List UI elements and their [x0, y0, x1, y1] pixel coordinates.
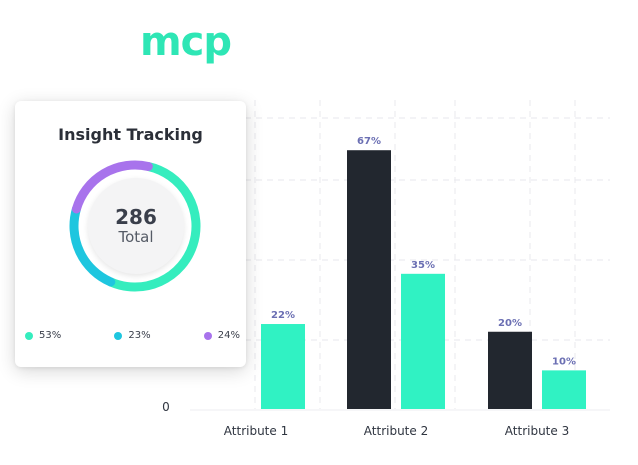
donut-slice: [71, 160, 153, 214]
donut-slice: [69, 204, 116, 287]
donut-center: 286 Total: [88, 178, 184, 274]
bar-value-label: 22%: [271, 310, 295, 321]
legend-label: 53%: [39, 330, 62, 341]
category-label: Attribute 3: [505, 424, 569, 438]
category-label: Attribute 2: [364, 424, 428, 438]
donut-chart: [69, 160, 201, 292]
legend-label: 23%: [128, 330, 151, 341]
donut-total-label: Total: [118, 228, 154, 246]
card-title: Insight Tracking: [58, 125, 203, 144]
legend-item: 24%: [203, 330, 240, 341]
insight-tracking-card: Insight Tracking 286 Total 53% 23% 24%: [15, 101, 246, 367]
bar-value-label: 10%: [552, 356, 576, 367]
bar: [261, 324, 305, 409]
legend-label: 24%: [217, 330, 240, 341]
legend-dot-2: [203, 331, 212, 340]
legend-dot-0: [25, 331, 33, 340]
bar: [347, 150, 391, 409]
bar-value-label: 20%: [498, 318, 522, 329]
bar: [488, 331, 532, 409]
bar: [542, 370, 586, 409]
bar-value-label: 35%: [411, 260, 435, 271]
donut-slice: [106, 161, 201, 292]
y-tick-label: 0: [162, 400, 170, 414]
legend-item: 23%: [114, 330, 151, 341]
donut-legend: 53% 23% 24%: [25, 330, 240, 341]
bar: [401, 273, 445, 409]
legend-dot-1: [114, 331, 123, 340]
legend-item: 53%: [25, 330, 61, 341]
chart-grid: [245, 100, 610, 409]
category-label: Attribute 1: [224, 424, 288, 438]
mcp-logo: mcp: [140, 19, 232, 65]
donut-total-value: 286: [115, 205, 157, 229]
bar-value-label: 67%: [357, 136, 381, 147]
